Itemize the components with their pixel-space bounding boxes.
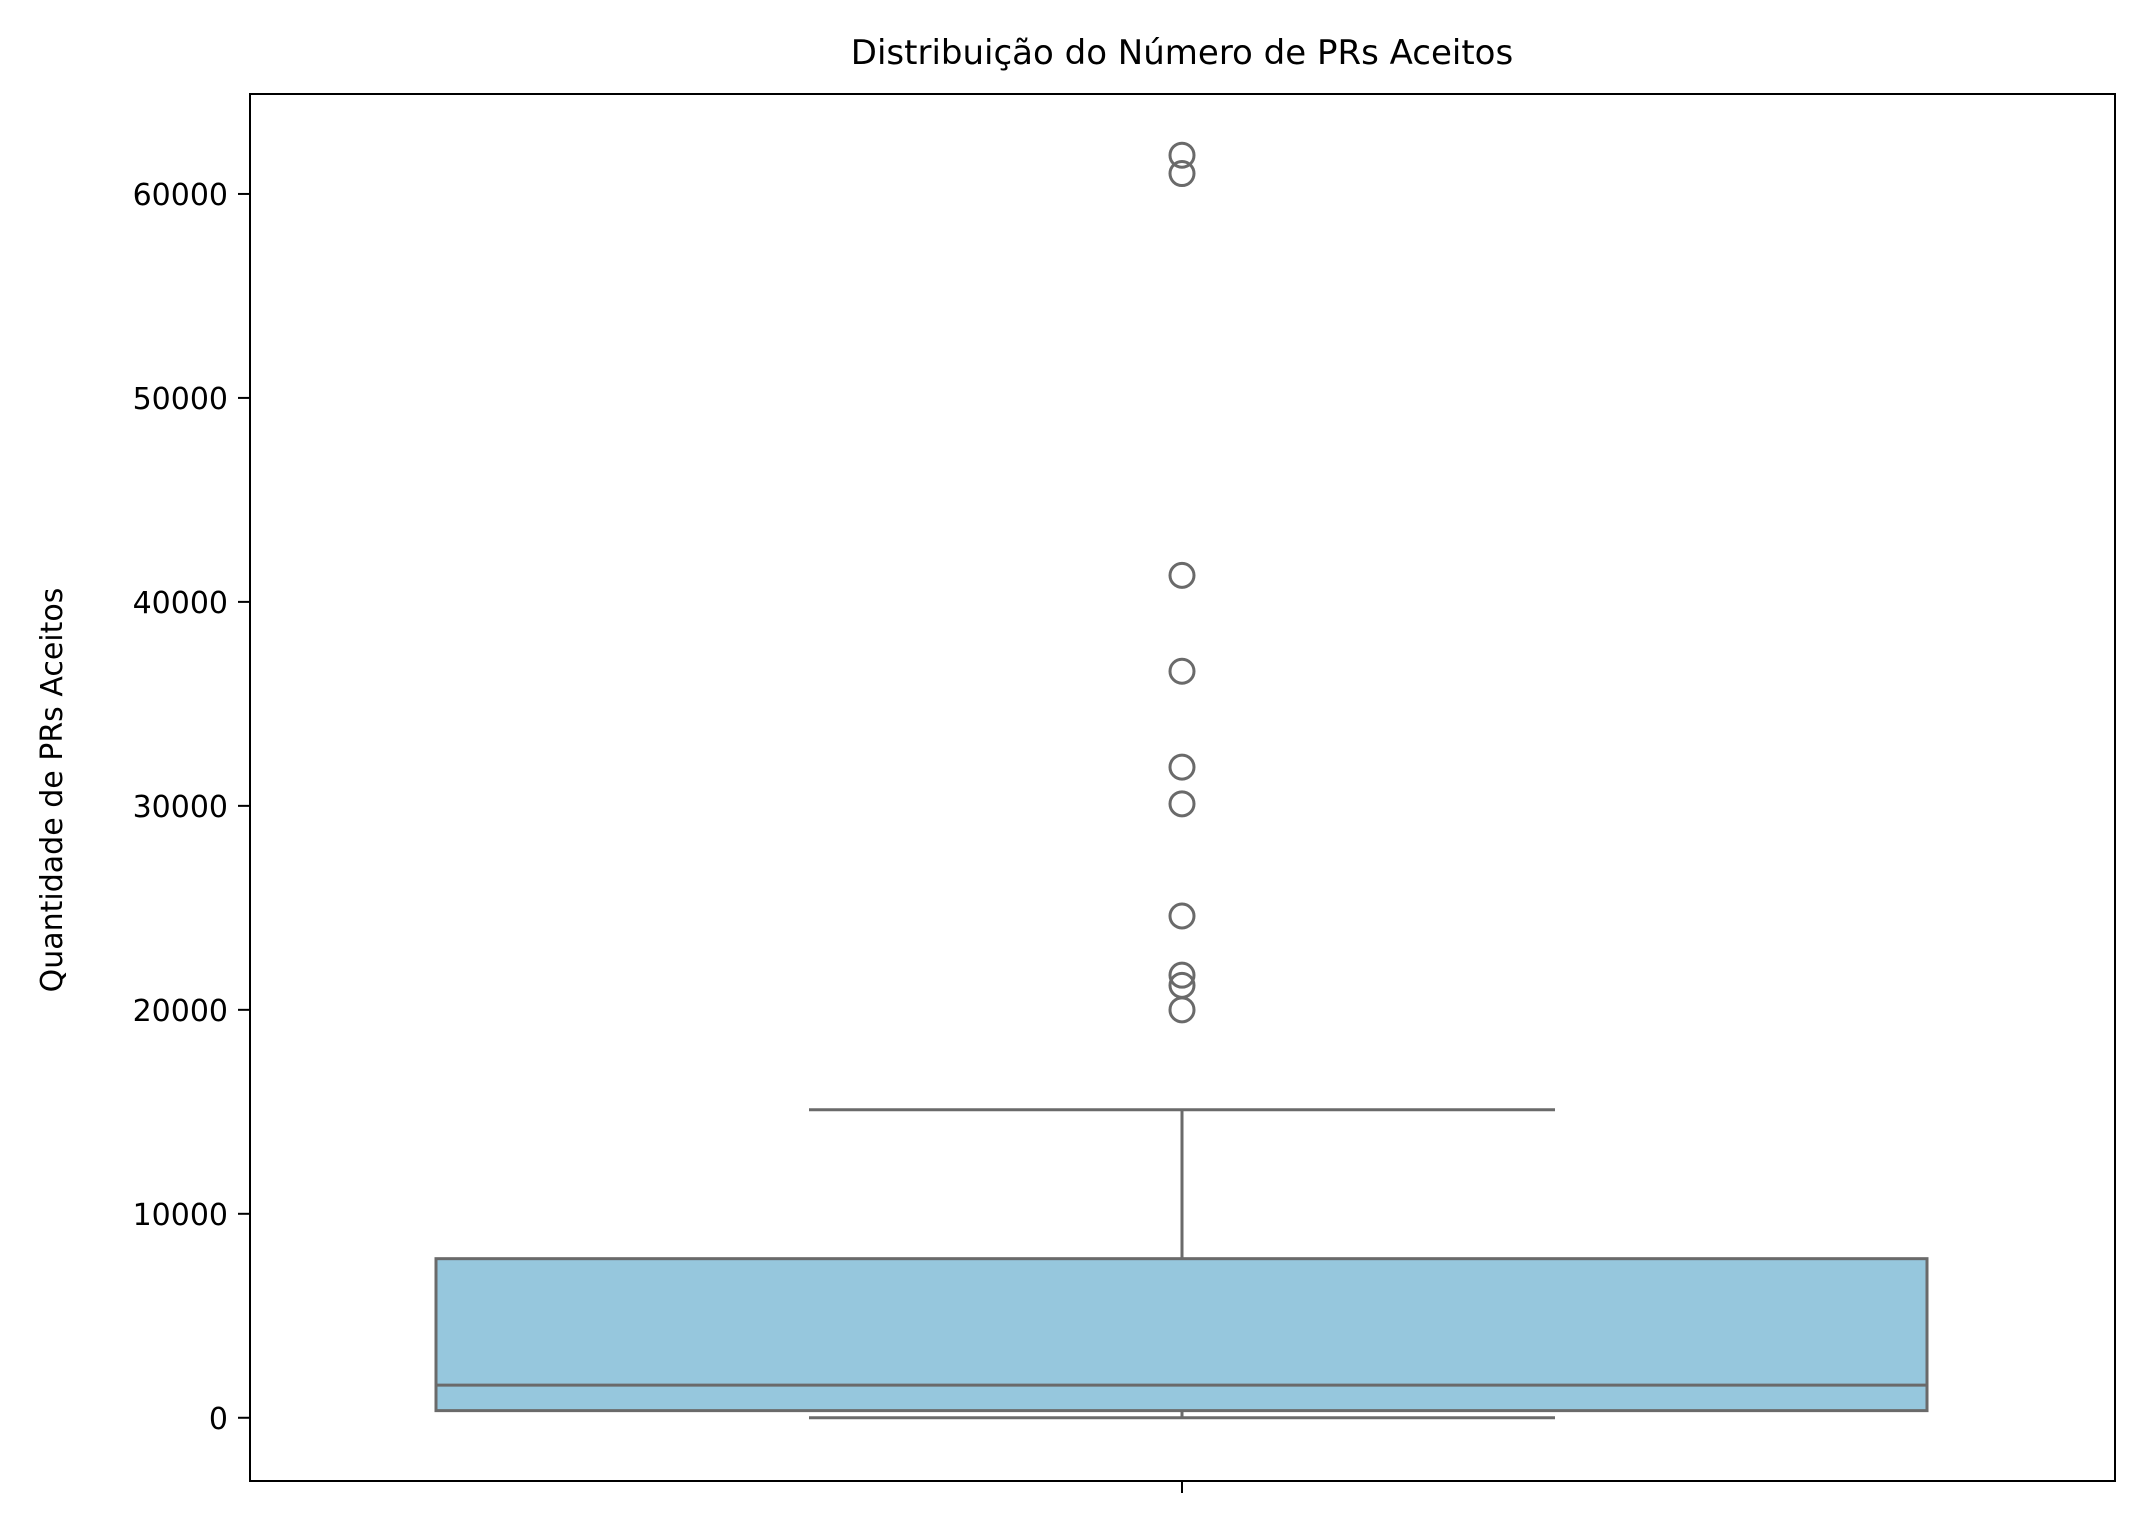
y-axis: 0 10000 20000 30000 40000 50000 60000 <box>133 178 250 1437</box>
y-tick-label: 60000 <box>133 178 228 213</box>
y-tick-label: 10000 <box>133 1198 228 1233</box>
outlier-point <box>1168 561 1196 589</box>
interquartile-box <box>434 1257 1929 1413</box>
y-axis-label: Quantidade de PRs Aceitos <box>35 588 70 993</box>
outlier-point <box>1168 753 1196 781</box>
chart-title: Distribuição do Número de PRs Aceitos <box>851 33 1513 73</box>
outlier-point <box>1168 961 1196 989</box>
y-tick-label: 40000 <box>133 586 228 621</box>
y-tick-label: 30000 <box>133 790 228 825</box>
outlier-point <box>1168 902 1196 930</box>
outlier-point <box>1168 657 1196 685</box>
plot-area <box>434 141 1929 1420</box>
y-tick-label: 20000 <box>133 994 228 1029</box>
outlier-point <box>1168 790 1196 818</box>
y-tick-label: 50000 <box>133 382 228 417</box>
outlier-point <box>1168 141 1196 169</box>
outlier-point <box>1168 996 1196 1024</box>
y-tick-label: 0 <box>209 1402 228 1437</box>
outlier-point <box>1168 160 1196 188</box>
